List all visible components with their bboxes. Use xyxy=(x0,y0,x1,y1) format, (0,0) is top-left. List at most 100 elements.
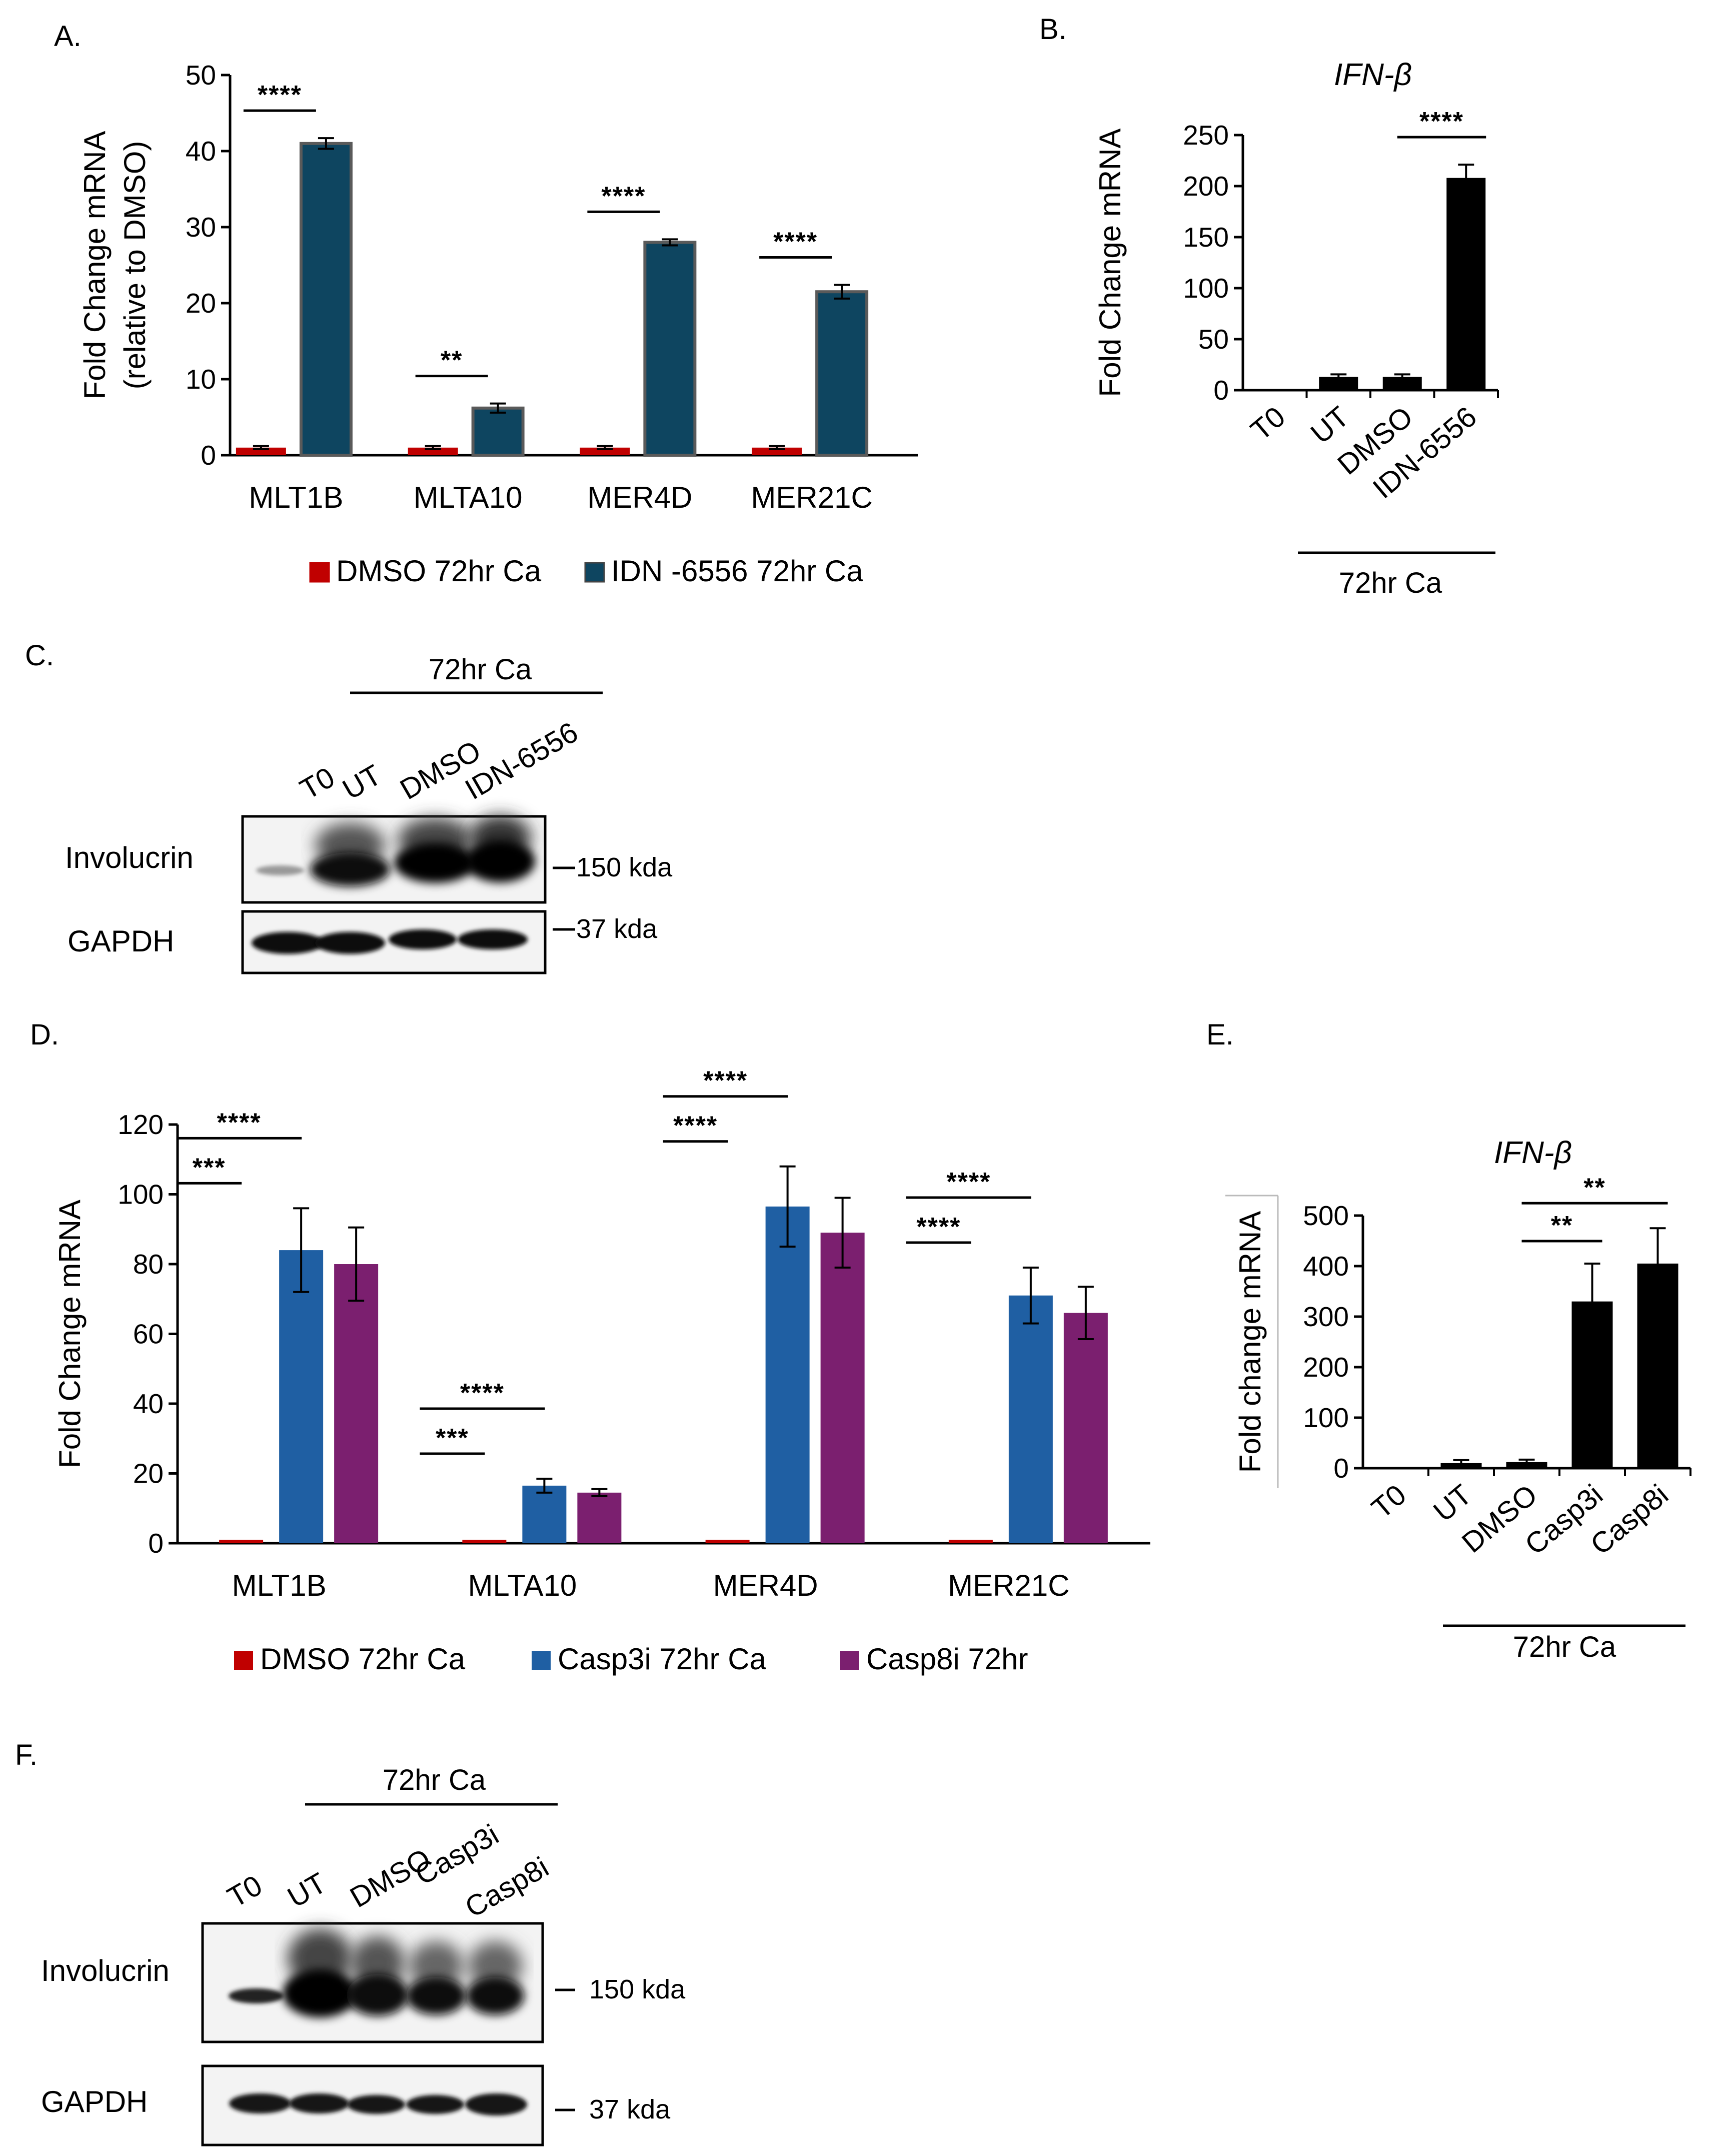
blot-f: 72hr Ca T0 UT DMSO Casp3i Casp8i Involuc… xyxy=(41,1764,686,2146)
chart-d-ytick-label: 20 xyxy=(133,1458,164,1489)
chart-d-legend-swatch-0 xyxy=(234,1651,253,1670)
blot-c-gapdh-membrane xyxy=(241,910,547,974)
blot-c-band-gapdh-t0 xyxy=(252,932,324,954)
blot-c-lane-t0: T0 xyxy=(295,761,340,806)
chart-a-legend-label-0: DMSO 72hr Ca xyxy=(336,554,542,588)
chart-e-group-label: 72hr Ca xyxy=(1513,1631,1616,1663)
blot-f-band-involucrin-casp8i xyxy=(466,1977,524,2015)
blot-f-marker-37: 37 kda xyxy=(589,2094,671,2124)
chart-d-bar-mlta10-s2 xyxy=(577,1492,622,1543)
chart-d-legend-swatch-1 xyxy=(532,1651,551,1670)
chart-a-legend-label-1: IDN -6556 72hr Ca xyxy=(611,554,863,588)
chart-d-xtick-label: MLTA10 xyxy=(468,1569,577,1602)
chart-d-bar-mer21c-s2 xyxy=(1063,1313,1108,1543)
blot-f-band-involucrin-casp3i xyxy=(406,1977,466,2015)
chart-e-bar-t0 xyxy=(1375,1467,1416,1469)
chart-a-bar-mlta10-s0 xyxy=(408,447,458,455)
chart-b-bar-idn-6556 xyxy=(1446,178,1486,390)
chart-e-ytick-label: 300 xyxy=(1303,1301,1349,1332)
chart-d-bar-mlt1b-s1 xyxy=(279,1250,324,1543)
chart-d-bar-mer4d-s2 xyxy=(820,1233,865,1543)
chart-e-ylabel: Fold change mRNA xyxy=(1233,1211,1267,1473)
blot-c-row-involucrin: Involucrin xyxy=(65,841,194,874)
blot-c-row-gapdh: GAPDH xyxy=(68,924,174,958)
chart-b-ytick-label: 200 xyxy=(1183,171,1229,202)
chart-a-bar-mlt1b-s0 xyxy=(236,447,286,455)
blot-f-band-involucrin-ut xyxy=(283,1969,358,2017)
blot-c-lane-ut: UT xyxy=(337,758,387,806)
blot-c-involucrin-membrane xyxy=(241,815,547,904)
panel-letter-e: E. xyxy=(1206,1018,1234,1051)
chart-a-ytick-label: 30 xyxy=(186,212,216,243)
chart-e-ytick-label: 0 xyxy=(1333,1453,1349,1484)
chart-a-ylabel-1: Fold Change mRNA xyxy=(78,131,112,400)
blot-f-band-gapdh-dmso xyxy=(347,2095,405,2114)
blot-f-band-gapdh-t0 xyxy=(229,2093,291,2113)
blot-c-band-involucrin-t0 xyxy=(256,865,304,875)
blot-f-lane-t0: T0 xyxy=(222,1869,268,1914)
blot-f-band-involucrin-casp8i-smear xyxy=(468,1941,523,1991)
chart-e-b-sig-label: ** xyxy=(1583,1173,1605,1202)
chart-b-ylabel: Fold Change mRNA xyxy=(1093,129,1127,397)
chart-e-title: IFN-β xyxy=(1494,1136,1572,1170)
blot-f-lane-ut: UT xyxy=(282,1866,332,1914)
blot-f-band-gapdh-casp8i xyxy=(465,2093,527,2115)
chart-e-ytick-label: 100 xyxy=(1303,1402,1349,1433)
chart-d-ytick-label: 120 xyxy=(118,1109,164,1140)
chart-d-mer21c-b-sig-label: **** xyxy=(946,1168,991,1197)
blot-c-band-involucrin-dmso xyxy=(394,843,476,883)
chart-d-bar-mer4d-s0 xyxy=(705,1540,750,1543)
chart-a-bar-mer21c-s1 xyxy=(815,290,869,457)
blot-f-band-gapdh-ut xyxy=(289,2093,349,2113)
chart-d-mlta10-b-sig-label: **** xyxy=(460,1379,505,1408)
chart-d-bar-mlta10-s0 xyxy=(462,1540,507,1543)
chart-d-bar-mer21c-s1 xyxy=(1008,1295,1053,1543)
chart-a-xtick-label: MLTA10 xyxy=(414,481,523,514)
blot-c-band-gapdh-dmso xyxy=(389,929,457,949)
blot-c-band-involucrin-ut xyxy=(310,852,390,886)
chart-a-legend-swatch-0 xyxy=(309,562,330,583)
chart-e-ytick-label: 400 xyxy=(1303,1251,1349,1282)
chart-b-group-label: 72hr Ca xyxy=(1339,567,1442,599)
chart-d-mer4d-b-sig-label: **** xyxy=(703,1066,748,1096)
chart-a-xtick-label: MLT1B xyxy=(249,481,343,514)
chart-d-xtick-label: MER21C xyxy=(948,1569,1069,1602)
chart-d-legend-label-2: Casp8i 72hr xyxy=(866,1642,1028,1676)
chart-d-mlta10-a-sig-label: *** xyxy=(436,1424,469,1453)
chart-a-bar-mlta10-s1 xyxy=(471,406,525,457)
blot-f-marker-150: 150 kda xyxy=(589,1974,686,2004)
blot-c: 72hr Ca T0 UT DMSO IDN-6556 Involucrin G… xyxy=(65,653,673,974)
blot-f-group-label: 72hr Ca xyxy=(383,1764,486,1796)
chart-a-bar-mlt1b-s1 xyxy=(299,142,353,457)
chart-d-ytick-label: 80 xyxy=(133,1249,164,1280)
chart-d-ytick-label: 0 xyxy=(148,1528,164,1559)
chart-d-bar-mlt1b-s2 xyxy=(334,1264,379,1543)
chart-d-xtick-label: MLT1B xyxy=(232,1569,327,1602)
chart-a-ytick-label: 40 xyxy=(186,136,216,167)
chart-a-ytick-label: 10 xyxy=(186,364,216,395)
blot-c-marker-37: 37 kda xyxy=(576,914,658,944)
chart-d-bar-mer4d-s1 xyxy=(765,1206,810,1543)
chart-e: 0 100 200 300 400 500 IFN-β Fold change mRNA T0 U… xyxy=(1225,1136,1691,1663)
chart-a-xtick-label: MER21C xyxy=(751,481,872,514)
chart-a-ytick-label: 0 xyxy=(201,440,216,471)
chart-e-xtick-label: T0 xyxy=(1365,1478,1412,1525)
chart-b-title: IFN-β xyxy=(1334,58,1412,92)
blot-c-marker-150: 150 kda xyxy=(576,852,673,882)
chart-d-bar-mlt1b-s0 xyxy=(219,1540,264,1543)
chart-a-mer21c-sig-label: **** xyxy=(773,228,818,257)
chart-a-ylabel-2: (relative to DMSO) xyxy=(118,141,152,390)
chart-d-bar-mlta10-s1 xyxy=(522,1485,567,1543)
panel-letter-b: B. xyxy=(1039,13,1067,46)
blot-f-involucrin-membrane xyxy=(201,1922,544,2043)
panel-letter-f: F. xyxy=(15,1739,38,1771)
chart-d-xtick-label: MER4D xyxy=(713,1569,818,1602)
blot-c-band-gapdh-idn xyxy=(458,929,528,949)
chart-d-ytick-label: 60 xyxy=(133,1319,164,1350)
blot-c-group-label: 72hr Ca xyxy=(429,653,532,686)
chart-b-sig-label: **** xyxy=(1419,107,1464,136)
blot-c-band-gapdh-ut xyxy=(315,932,385,954)
chart-a-mlt1b-sig-label: **** xyxy=(258,81,302,110)
chart-d-mer21c-a-sig-label: **** xyxy=(916,1213,961,1242)
chart-d-legend-label-0: DMSO 72hr Ca xyxy=(260,1642,466,1676)
